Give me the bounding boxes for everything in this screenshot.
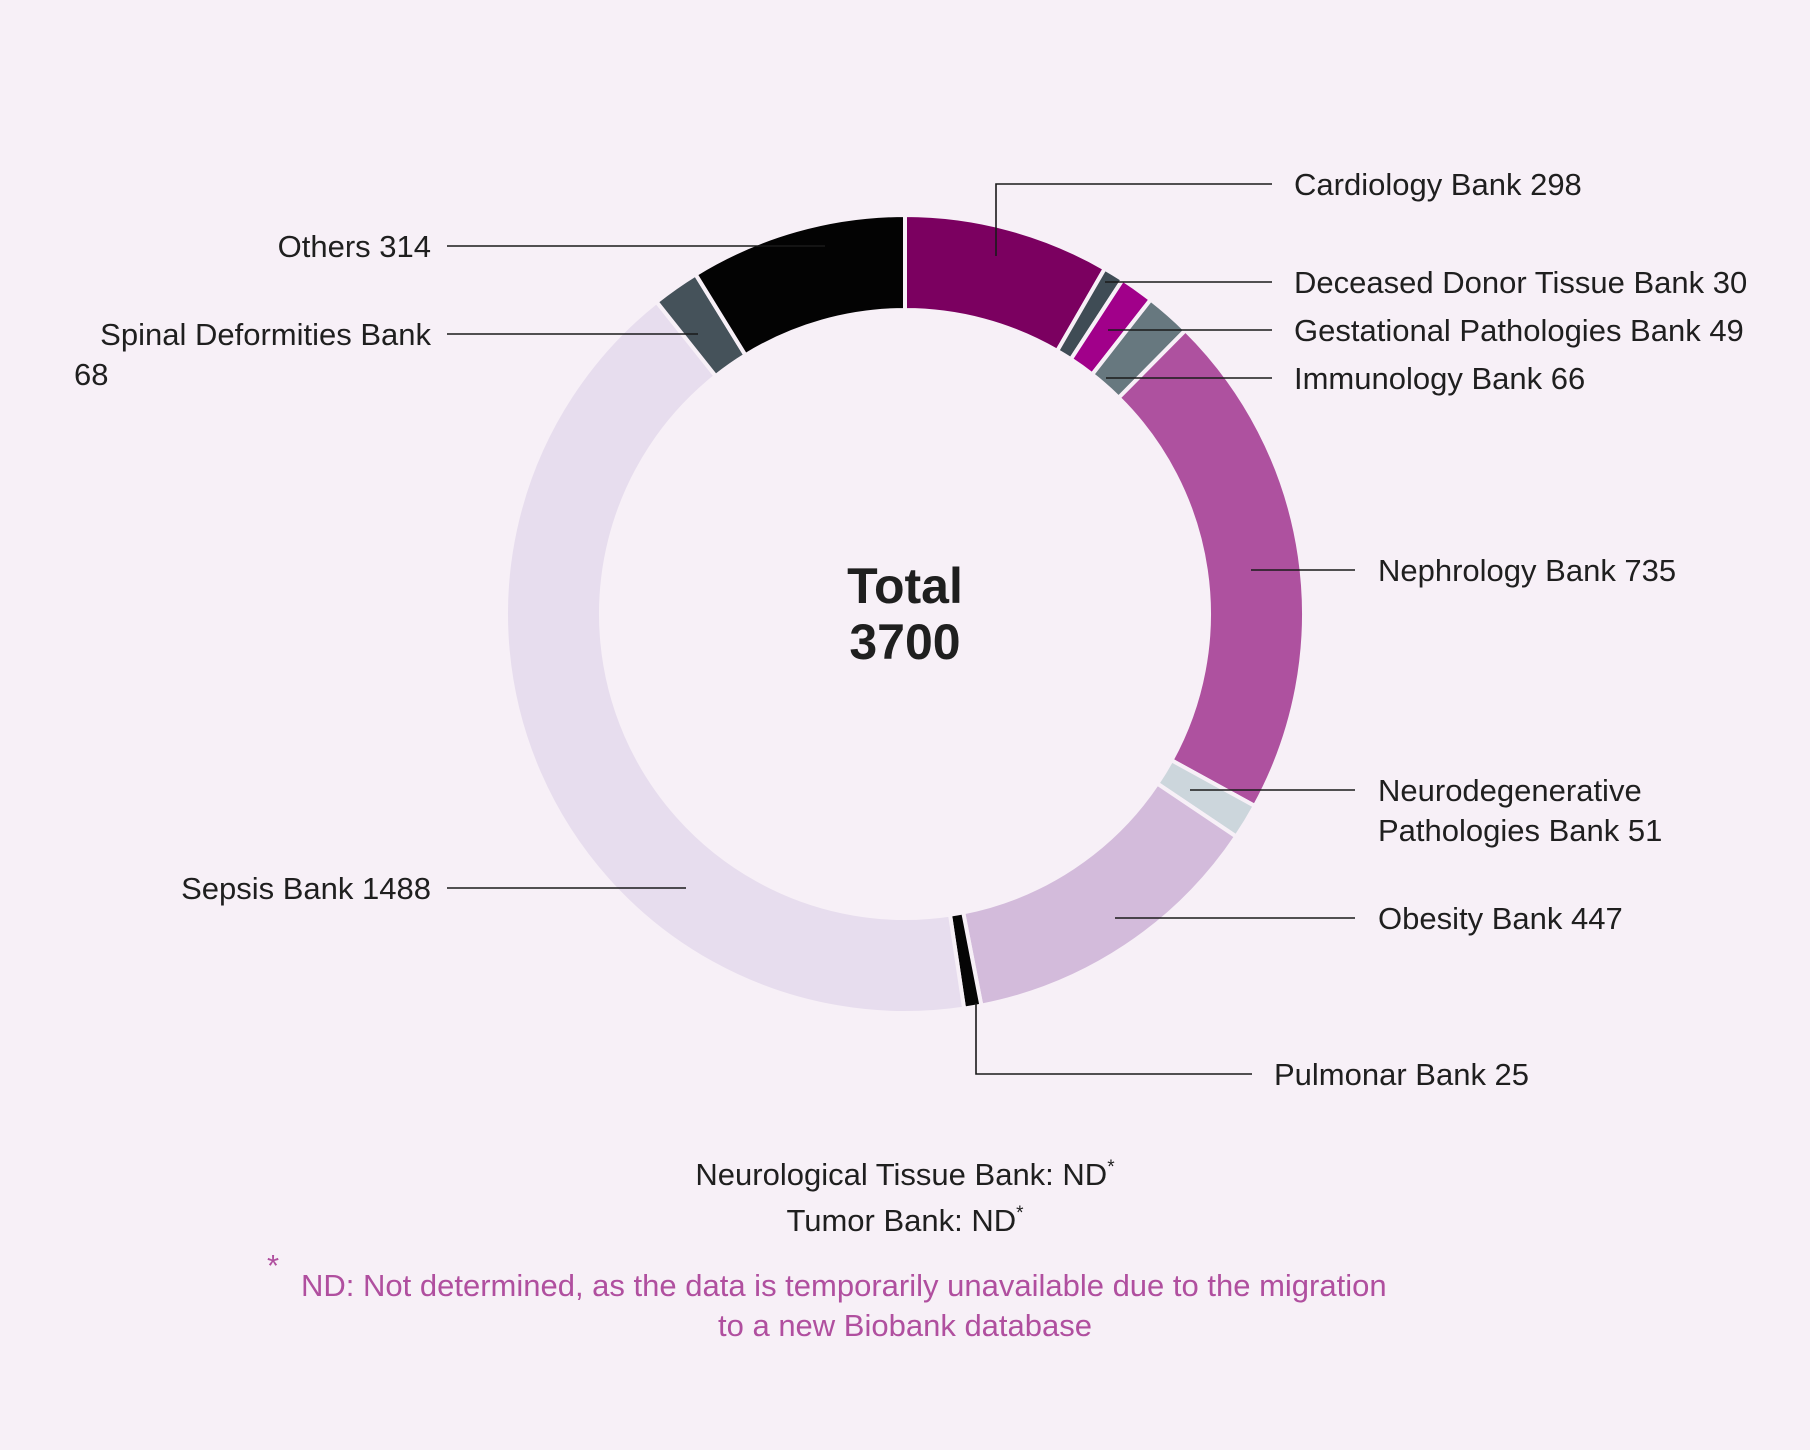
label-neurodegenerative-pathologies-bank: Neurodegenerative Pathologies Bank 51 [1378, 773, 1662, 848]
leader-cardiology-bank [995, 183, 1272, 256]
note-neurological-asterisk: * [1107, 1157, 1115, 1178]
center-total: 3700 [849, 614, 960, 670]
note-tumor-text: Tumor Bank: ND [786, 1203, 1016, 1238]
label-gestational-pathologies-bank: Gestational Pathologies Bank 49 [1294, 313, 1744, 348]
label-others: Others 314 [278, 229, 431, 264]
slice-obesity-bank [960, 780, 1239, 1008]
label-nephrology-bank: Nephrology Bank 735 [1378, 553, 1676, 588]
label-deceased-donor-tissue-bank: Deceased Donor Tissue Bank 30 [1294, 265, 1747, 300]
leader-lines-group [447, 183, 1355, 1075]
label-immunology-bank: Immunology Bank 66 [1294, 361, 1585, 396]
center-title: Total [847, 558, 963, 614]
note-neurological: Neurological Tissue Bank: ND* [695, 1157, 1115, 1192]
slices-group [504, 212, 1306, 1015]
label-sepsis-bank: Sepsis Bank 1488 [181, 871, 431, 906]
label-cardiology-bank: Cardiology Bank 298 [1294, 167, 1582, 202]
leader-pulmonar-bank [975, 1003, 1252, 1075]
footnote-marker: * [267, 1248, 279, 1283]
footnote-line-2: to a new Biobank database [718, 1308, 1092, 1343]
footnote-line-1: ND: Not determined, as the data is tempo… [301, 1268, 1387, 1303]
note-neurological-text: Neurological Tissue Bank: ND [695, 1157, 1107, 1192]
label-spinal-deformities-bank: Spinal Deformities Bank 68 [74, 317, 431, 392]
label-pulmonar-bank: Pulmonar Bank 25 [1274, 1057, 1529, 1092]
note-tumor: Tumor Bank: ND* [786, 1203, 1024, 1238]
note-tumor-asterisk: * [1016, 1203, 1024, 1224]
label-obesity-bank: Obesity Bank 447 [1378, 901, 1623, 936]
slice-others [692, 212, 907, 358]
slice-sepsis-bank [504, 298, 967, 1015]
labels-group: Cardiology Bank 298 Deceased Donor Tissue… [74, 167, 1747, 1092]
slice-nephrology-bank [1115, 327, 1306, 809]
